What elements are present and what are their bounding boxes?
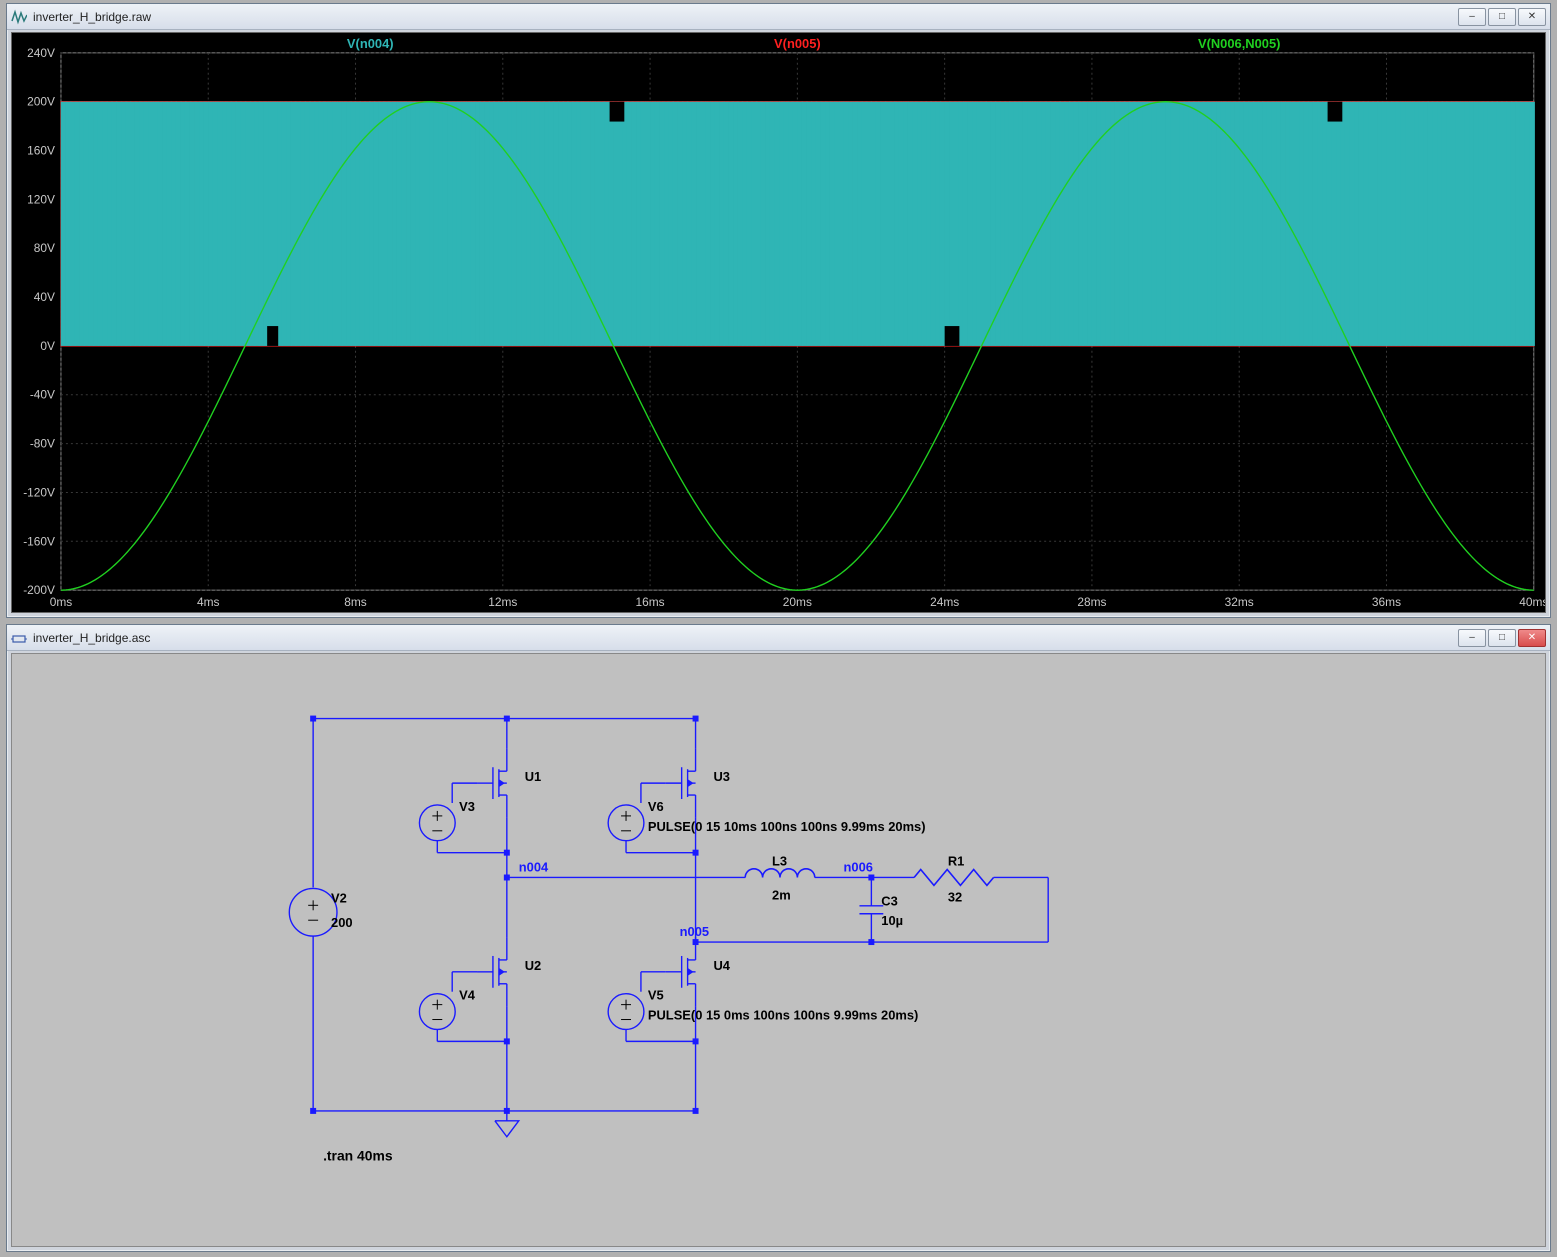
svg-text:-80V: -80V: [30, 437, 55, 451]
maximize-button[interactable]: □: [1488, 629, 1516, 647]
maximize-button[interactable]: □: [1488, 8, 1516, 26]
svg-text:40ms: 40ms: [1519, 595, 1545, 609]
schematic-titlebar[interactable]: inverter_H_bridge.asc – □ ✕: [7, 625, 1550, 651]
svg-text:C3: C3: [881, 893, 898, 908]
schematic-area[interactable]: V2 200 U1 U2 V3 V4 U3 U4 V6 PULSE(0 15 10ms 100ns…: [11, 653, 1546, 1247]
schematic-icon: [11, 630, 27, 646]
svg-text:V(n004): V(n004): [347, 36, 394, 51]
svg-text:200V: 200V: [27, 95, 55, 109]
svg-text:-160V: -160V: [23, 534, 55, 548]
svg-text:4ms: 4ms: [197, 595, 220, 609]
svg-text:U3: U3: [713, 769, 730, 784]
waveform-window: inverter_H_bridge.raw – □ ✕ -200V-160V-1…: [6, 3, 1551, 618]
svg-text:n006: n006: [844, 860, 873, 875]
waveform-title: inverter_H_bridge.raw: [33, 10, 151, 24]
close-button[interactable]: ✕: [1518, 629, 1546, 647]
svg-text:V6: V6: [648, 799, 664, 814]
svg-text:R1: R1: [948, 854, 965, 869]
svg-text:U2: U2: [525, 958, 541, 973]
svg-text:V2: V2: [331, 890, 347, 905]
svg-text:16ms: 16ms: [636, 595, 665, 609]
svg-text:V4: V4: [459, 988, 476, 1003]
svg-text:V(N006,N005): V(N006,N005): [1198, 36, 1281, 51]
svg-text:24ms: 24ms: [930, 595, 959, 609]
svg-text:V5: V5: [648, 988, 664, 1003]
svg-text:V3: V3: [459, 799, 475, 814]
svg-text:28ms: 28ms: [1077, 595, 1106, 609]
waveform-titlebar[interactable]: inverter_H_bridge.raw – □ ✕: [7, 4, 1550, 30]
plot-area[interactable]: -200V-160V-120V-80V-40V0V40V80V120V160V2…: [11, 32, 1546, 613]
svg-text:L3: L3: [772, 854, 787, 869]
svg-text:-120V: -120V: [23, 485, 55, 499]
minimize-button[interactable]: –: [1458, 8, 1486, 26]
svg-text:200: 200: [331, 915, 353, 930]
waveform-icon: [11, 9, 27, 25]
svg-text:36ms: 36ms: [1372, 595, 1401, 609]
svg-text:20ms: 20ms: [783, 595, 812, 609]
plot-svg: -200V-160V-120V-80V-40V0V40V80V120V160V2…: [12, 33, 1545, 612]
svg-text:120V: 120V: [27, 192, 55, 206]
svg-text:80V: 80V: [34, 241, 55, 255]
svg-text:.tran 40ms: .tran 40ms: [323, 1148, 393, 1164]
svg-text:2m: 2m: [772, 887, 791, 902]
svg-text:0ms: 0ms: [50, 595, 73, 609]
svg-text:32: 32: [948, 889, 962, 904]
svg-text:-40V: -40V: [30, 388, 55, 402]
svg-text:32ms: 32ms: [1225, 595, 1254, 609]
svg-text:PULSE(0 15 10ms 100ns 100ns 9.: PULSE(0 15 10ms 100ns 100ns 9.99ms 20ms): [648, 819, 926, 834]
schematic-window: inverter_H_bridge.asc – □ ✕ V2200U1U2V3V…: [6, 624, 1551, 1252]
svg-text:8ms: 8ms: [344, 595, 367, 609]
svg-text:U1: U1: [525, 769, 541, 784]
svg-text:40V: 40V: [34, 290, 55, 304]
svg-text:V(n005): V(n005): [774, 36, 821, 51]
svg-text:12ms: 12ms: [488, 595, 517, 609]
svg-text:PULSE(0 15 0ms 100ns 100ns 9.9: PULSE(0 15 0ms 100ns 100ns 9.99ms 20ms): [648, 1008, 918, 1023]
svg-text:n004: n004: [519, 860, 549, 875]
svg-text:10µ: 10µ: [881, 913, 903, 928]
svg-text:U4: U4: [713, 958, 730, 973]
close-button[interactable]: ✕: [1518, 8, 1546, 26]
schematic-title: inverter_H_bridge.asc: [33, 631, 150, 645]
minimize-button[interactable]: –: [1458, 629, 1486, 647]
svg-text:n005: n005: [680, 924, 709, 939]
schematic-svg: V2 200 U1 U2 V3 V4 U3 U4 V6 PULSE(0 15 10ms 100ns…: [12, 654, 1545, 1246]
svg-text:160V: 160V: [27, 144, 55, 158]
svg-text:0V: 0V: [40, 339, 55, 353]
svg-text:240V: 240V: [27, 46, 55, 60]
